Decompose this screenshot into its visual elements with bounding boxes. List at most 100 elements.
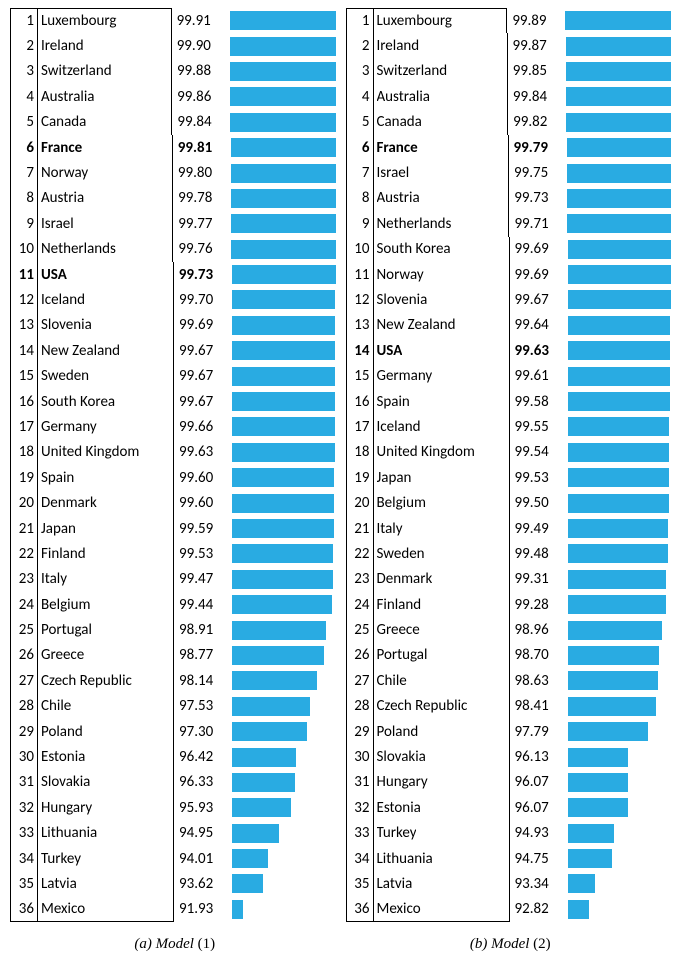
- bar: [568, 468, 669, 487]
- bar: [568, 773, 628, 792]
- rank-number: 8: [347, 189, 373, 207]
- table-row: 31Hungary96.07: [346, 770, 676, 795]
- bar-cell: [564, 694, 676, 719]
- country-name: United Kingdom: [41, 443, 139, 461]
- bar-cell: [227, 211, 339, 236]
- bar: [568, 392, 670, 411]
- column-divider: [373, 440, 374, 465]
- country-name: Portugal: [377, 646, 428, 664]
- rank-country-cell: 32Hungary: [10, 795, 174, 820]
- bar-cell: [228, 643, 340, 668]
- bar-cell: [564, 567, 676, 592]
- value-label: 99.63: [174, 443, 228, 461]
- table-row: 19Japan99.53: [346, 465, 676, 490]
- table-row: 28Chile97.53: [10, 694, 340, 719]
- bar-cell: [564, 744, 676, 769]
- country-name: Ireland: [377, 37, 420, 55]
- table-row: 28Czech Republic98.41: [346, 694, 676, 719]
- value-label: 99.63: [510, 342, 564, 360]
- table-row: 17Iceland99.55: [346, 414, 676, 439]
- country-name: Netherlands: [41, 240, 116, 258]
- bar-cell: [228, 313, 340, 338]
- value-label: 99.55: [510, 418, 564, 436]
- rank-country-cell: 26Portugal: [346, 643, 510, 668]
- table-row: 12Iceland99.70: [10, 287, 340, 312]
- bar: [568, 900, 590, 919]
- table-row: 30Estonia96.42: [10, 744, 340, 769]
- column-divider: [373, 59, 374, 84]
- country-name: Canada: [377, 113, 422, 131]
- rank-country-cell: 28Czech Republic: [346, 694, 510, 719]
- bar: [231, 240, 335, 259]
- column-divider: [37, 744, 38, 769]
- rank-number: 2: [347, 37, 373, 55]
- table-row: 31Slovakia96.33: [10, 770, 340, 795]
- rank-number: 14: [11, 342, 37, 360]
- rank-country-cell: 1Luxembourg: [346, 8, 508, 33]
- rank-number: 13: [11, 316, 37, 334]
- bar: [568, 646, 660, 665]
- rank-country-cell: 33Turkey: [346, 821, 510, 846]
- rank-number: 13: [347, 316, 373, 334]
- caption-2-prefix: (b) Model: [470, 936, 530, 952]
- country-name: Mexico: [377, 900, 421, 918]
- rank-country-cell: 8Austria: [10, 186, 173, 211]
- bar: [568, 316, 671, 335]
- rank-number: 6: [347, 139, 373, 157]
- country-name: Portugal: [41, 621, 92, 639]
- bar: [568, 595, 666, 614]
- value-label: 96.42: [174, 748, 228, 766]
- rank-number: 5: [11, 113, 37, 131]
- panels-container: 1Luxembourg99.912Ireland99.903Switzerlan…: [10, 8, 675, 953]
- bar: [568, 621, 663, 640]
- value-label: 99.77: [173, 215, 227, 233]
- table-row: 23Denmark99.31: [346, 567, 676, 592]
- column-divider: [373, 846, 374, 871]
- column-divider: [373, 770, 374, 795]
- rank-country-cell: 30Estonia: [10, 744, 174, 769]
- value-label: 99.87: [508, 37, 562, 55]
- rank-number: 5: [347, 113, 373, 131]
- column-divider: [373, 871, 374, 896]
- value-label: 99.67: [174, 367, 228, 385]
- bar-cell: [228, 897, 340, 922]
- bar: [568, 849, 613, 868]
- table-row: 14USA99.63: [346, 338, 676, 363]
- country-name: Italy: [41, 570, 67, 588]
- column-divider: [37, 262, 38, 287]
- rank-country-cell: 31Hungary: [346, 770, 510, 795]
- bar-cell: [562, 110, 675, 135]
- table-row: 25Greece98.96: [346, 617, 676, 642]
- country-name: Hungary: [377, 773, 428, 791]
- rank-number: 11: [11, 266, 37, 284]
- rank-number: 16: [347, 393, 373, 411]
- country-name: New Zealand: [41, 342, 120, 360]
- bar-cell: [228, 668, 340, 693]
- column-divider: [37, 313, 38, 338]
- column-divider: [373, 795, 374, 820]
- column-divider: [37, 33, 38, 58]
- rank-number: 12: [11, 291, 37, 309]
- column-divider: [373, 389, 374, 414]
- bar: [568, 722, 649, 741]
- value-label: 97.30: [174, 723, 228, 741]
- rank-country-cell: 7Israel: [346, 160, 509, 185]
- country-name: Canada: [41, 113, 86, 131]
- rank-country-cell: 18United Kingdom: [346, 440, 510, 465]
- value-label: 99.80: [173, 164, 227, 182]
- table-row: 34Turkey94.01: [10, 846, 340, 871]
- bar-cell: [228, 846, 340, 871]
- table-row: 22Sweden99.48: [346, 541, 676, 566]
- rank-number: 18: [347, 443, 373, 461]
- rank-number: 32: [11, 799, 37, 817]
- value-label: 99.82: [508, 113, 562, 131]
- bar: [568, 417, 670, 436]
- value-label: 99.75: [509, 164, 563, 182]
- bar: [232, 494, 334, 513]
- bar-cell: [564, 363, 676, 388]
- table-row: 18United Kingdom99.54: [346, 440, 676, 465]
- rank-country-cell: 22Sweden: [346, 541, 510, 566]
- column-divider: [37, 287, 38, 312]
- bar: [567, 138, 672, 157]
- rank-country-cell: 12Iceland: [10, 287, 174, 312]
